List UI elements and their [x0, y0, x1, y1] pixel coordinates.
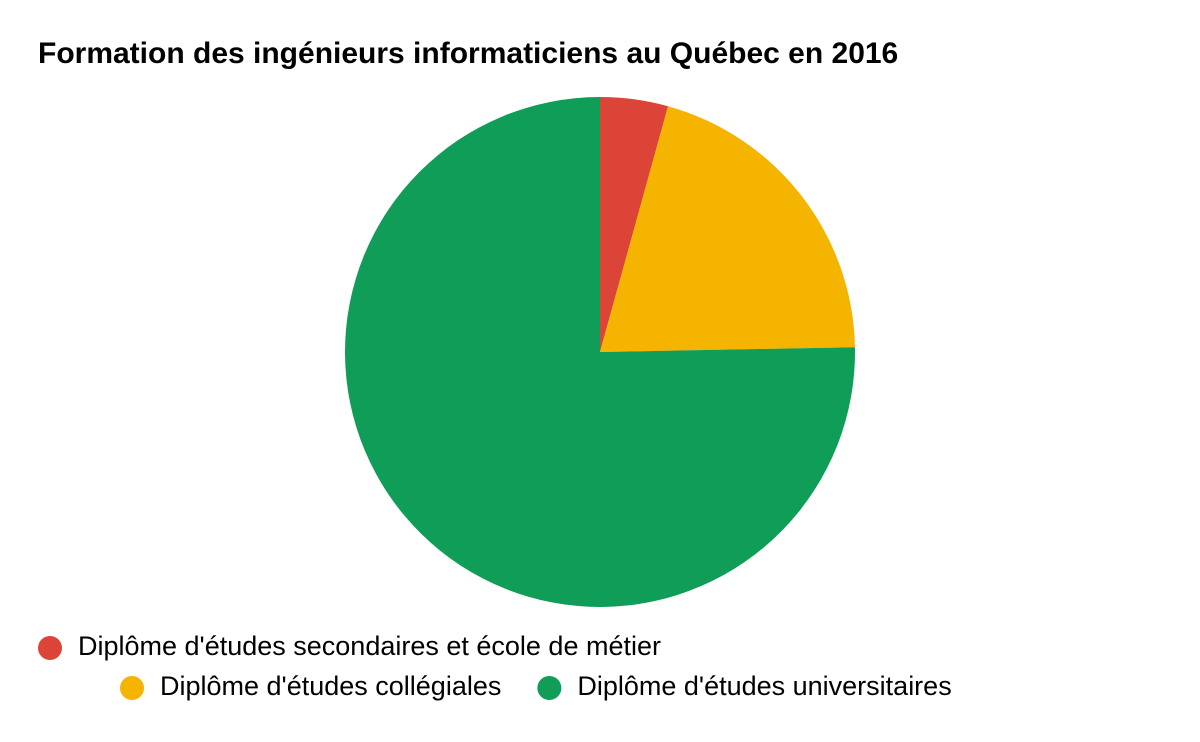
pie-slice [600, 106, 855, 353]
legend-label: Diplôme d'études collégiales [160, 671, 501, 701]
legend-label: Diplôme d'études universitaires [577, 671, 951, 701]
chart-title: Formation des ingénieurs informaticiens … [38, 37, 898, 70]
pie-slice [600, 97, 669, 352]
pie-slice [345, 97, 855, 607]
legend-marker [537, 676, 562, 700]
legend-label: Diplôme d'études secondaires et école de… [78, 631, 661, 661]
legend-marker [120, 676, 144, 700]
legend-marker [38, 636, 62, 660]
